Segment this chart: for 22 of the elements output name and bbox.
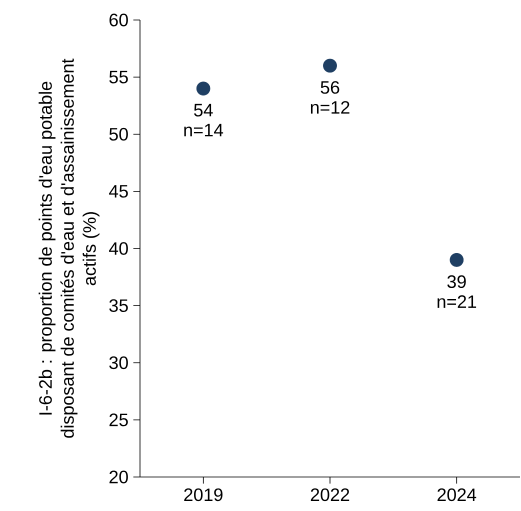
y-tick-label: 40 — [109, 242, 128, 255]
point — [450, 252, 464, 267]
annotation: n=21 — [438, 295, 476, 308]
x-tick-label: 2024 — [438, 488, 476, 502]
y-tick-label: 30 — [109, 356, 128, 370]
x-tick-label: 2022 — [310, 488, 350, 502]
y-tick-label: 20 — [110, 470, 128, 484]
annotation: n=14 — [184, 124, 224, 136]
point — [323, 58, 337, 73]
y-tick-label: 45 — [109, 185, 128, 198]
annotation: n=12 — [310, 101, 350, 114]
data-label: 54 — [194, 104, 213, 116]
y-tick-label: 25 — [110, 414, 128, 426]
y-tick-label: 50 — [109, 128, 128, 141]
data-label: 39 — [447, 275, 466, 288]
y-tick-label: 60 — [110, 14, 128, 26]
y-tick-label: 55 — [109, 70, 128, 84]
y-axis-title: I-6-2b : proportion de points d'eau potable disposant de comités d'eau et d'assainissement actifs (%) — [38, 58, 100, 438]
x-tick-label: 2019 — [184, 488, 222, 502]
data-label: 56 — [320, 81, 340, 94]
point — [196, 82, 210, 96]
y-tick-label: 35 — [109, 299, 128, 312]
